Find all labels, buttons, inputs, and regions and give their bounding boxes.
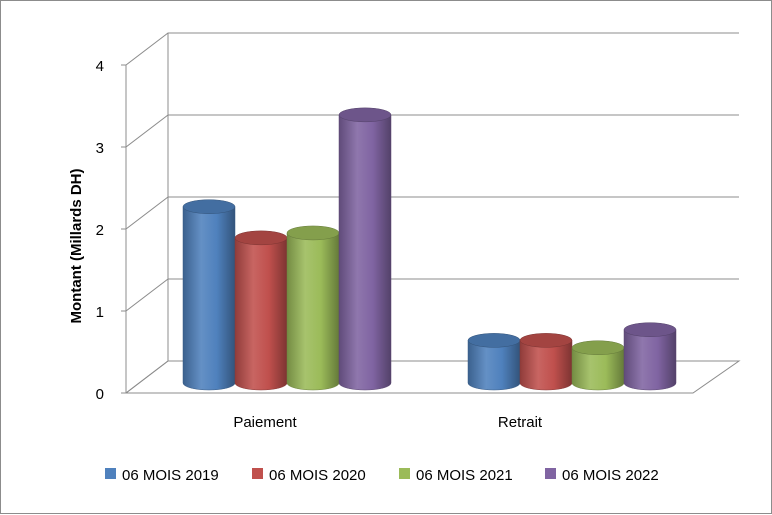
category-labels: Paiement Retrait xyxy=(233,414,543,431)
gridline xyxy=(125,32,739,66)
bars xyxy=(182,107,677,391)
bar-body xyxy=(338,114,392,391)
legend-label: 06 MOIS 2021 xyxy=(416,467,513,484)
bar-top xyxy=(234,230,288,246)
y-tick-label: 3 xyxy=(96,140,104,157)
y-tick-label: 1 xyxy=(96,304,104,321)
bar-retrait-4 xyxy=(623,322,677,391)
bar-top xyxy=(623,322,677,337)
bar-paiement-4 xyxy=(338,107,392,391)
gridline xyxy=(125,278,739,312)
bar-top xyxy=(338,107,392,123)
bar-body xyxy=(571,347,625,391)
gridline xyxy=(125,196,739,230)
y-tick-label: 2 xyxy=(96,222,104,239)
legend-label: 06 MOIS 2019 xyxy=(122,467,219,484)
legend-swatch xyxy=(399,468,410,479)
bar-body xyxy=(286,232,340,391)
legend-swatch xyxy=(252,468,263,479)
bar-body xyxy=(519,340,573,391)
legend-swatch xyxy=(545,468,556,479)
bar-top xyxy=(571,340,625,355)
bar-retrait-1 xyxy=(467,333,521,391)
legend-label: 06 MOIS 2020 xyxy=(269,467,366,484)
bar-top xyxy=(519,333,573,348)
bar-paiement-3 xyxy=(286,225,340,391)
y-tick-label: 4 xyxy=(96,58,104,75)
bar-top xyxy=(467,333,521,348)
category-label: Retrait xyxy=(498,414,543,431)
gridline xyxy=(125,114,739,148)
legend-swatch xyxy=(105,468,116,479)
legend-item: 06 MOIS 2022 xyxy=(545,467,659,484)
bar-retrait-2 xyxy=(519,333,573,391)
legend: 06 MOIS 2019 06 MOIS 2020 06 MOIS 2021 06 M… xyxy=(105,467,659,484)
legend-item: 06 MOIS 2021 xyxy=(399,467,513,484)
bar-paiement-1 xyxy=(182,199,236,391)
bar-top xyxy=(286,225,340,241)
bar-paiement-2 xyxy=(234,230,288,391)
bar-body xyxy=(182,206,236,391)
legend-item: 06 MOIS 2019 xyxy=(105,467,219,484)
bar-top xyxy=(182,199,236,214)
legend-label: 06 MOIS 2022 xyxy=(562,467,659,484)
bar-body xyxy=(623,329,677,391)
legend-item: 06 MOIS 2020 xyxy=(252,467,366,484)
bar-retrait-3 xyxy=(571,340,625,391)
y-tick-labels: 0 1 2 3 4 xyxy=(96,58,104,403)
bar-body xyxy=(467,340,521,391)
bar-body xyxy=(234,237,288,391)
y-tick-label: 0 xyxy=(96,386,104,403)
category-label: Paiement xyxy=(233,414,297,431)
y-axis-title: Montant (Millards DH) xyxy=(68,169,85,324)
